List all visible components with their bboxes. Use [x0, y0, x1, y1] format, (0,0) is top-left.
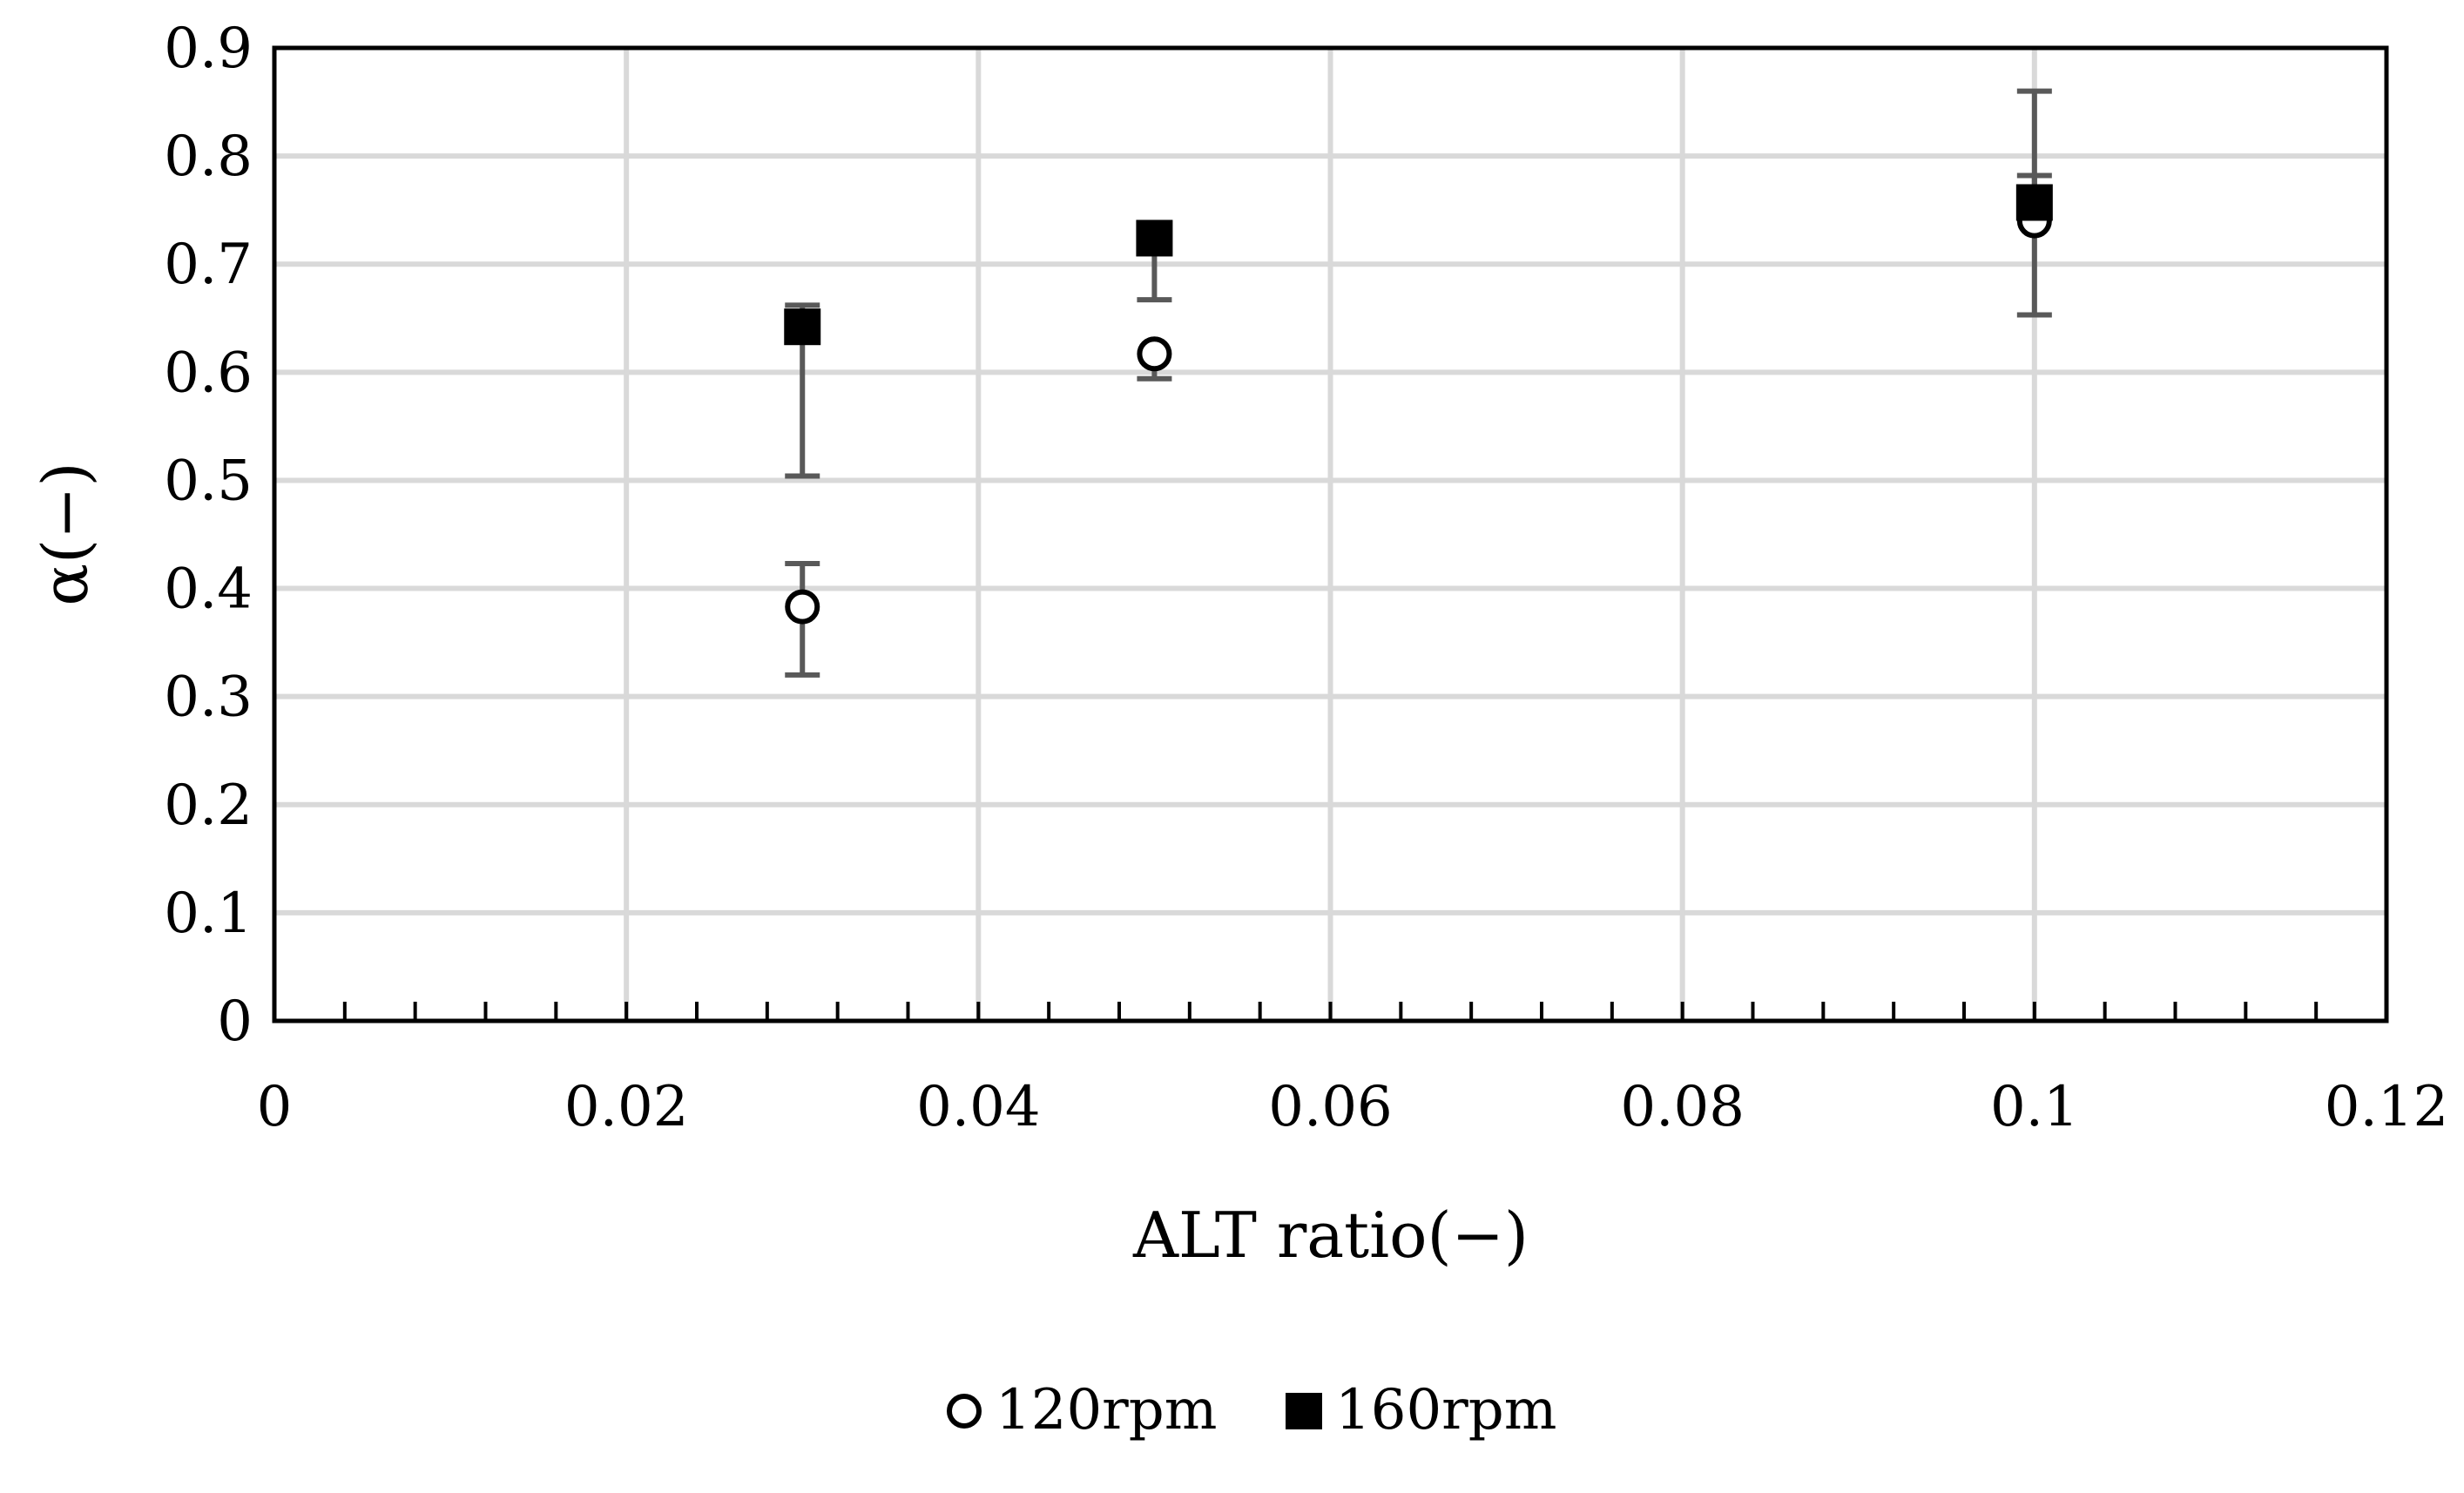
legend-marker — [1286, 1393, 1322, 1429]
x-tick-label: 0.04 — [916, 1075, 1041, 1139]
data-point — [2015, 184, 2053, 221]
x-minor-ticks — [342, 1002, 2319, 1021]
y-tick-labels: 0 0.1 0.2 0.3 0.4 0.5 0.6 0.7 0.8 0.9 — [164, 17, 253, 1054]
x-tick-label: 0 — [257, 1075, 293, 1139]
data-point — [785, 589, 820, 625]
y-tick-label: 0.4 — [164, 557, 253, 622]
y-tick-label: 0.5 — [164, 449, 253, 513]
y-axis-title: α(−) — [29, 462, 102, 605]
y-tick-label: 0.8 — [164, 125, 253, 189]
y-tick-label: 0.7 — [164, 233, 253, 297]
y-tick-label: 0.2 — [164, 774, 253, 838]
legend: 120rpm 160rpm — [947, 1378, 1556, 1442]
data-point — [1137, 336, 1172, 372]
grid — [274, 48, 2386, 1021]
x-tick-label: 0.08 — [1620, 1075, 1745, 1139]
data-markers — [784, 184, 2053, 625]
y-tick-label: 0.1 — [164, 882, 253, 946]
x-tick-labels: 0 0.02 0.04 0.06 0.08 0.1 0.12 — [257, 1075, 2449, 1139]
legend-label: 160rpm — [1335, 1378, 1556, 1442]
data-point — [1136, 220, 1173, 257]
x-tick-label: 0.1 — [1990, 1075, 2079, 1139]
y-tick-label: 0.6 — [164, 341, 253, 405]
x-tick-label: 0.12 — [2325, 1075, 2449, 1139]
y-tick-label: 0.9 — [164, 17, 253, 81]
legend-label: 120rpm — [996, 1378, 1217, 1442]
y-tick-label: 0.3 — [164, 665, 253, 730]
y-tick-label: 0 — [217, 990, 253, 1054]
data-point — [784, 308, 821, 346]
x-tick-label: 0.02 — [564, 1075, 689, 1139]
x-tick-label: 0.06 — [1268, 1075, 1393, 1139]
x-axis-title: ALT ratio(−) — [1132, 1199, 1529, 1272]
legend-marker — [947, 1394, 982, 1429]
